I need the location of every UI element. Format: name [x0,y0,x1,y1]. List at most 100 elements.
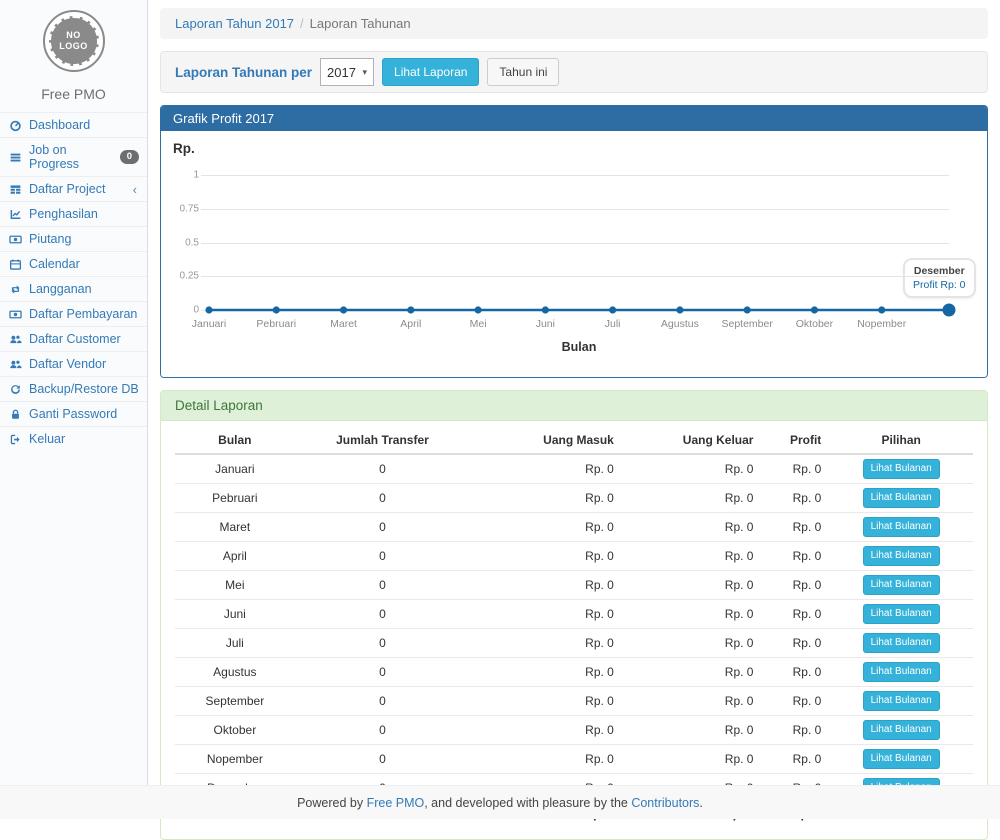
view-monthly-button[interactable]: Lihat Bulanan [863,546,940,566]
cell-pilihan: Lihat Bulanan [829,600,973,629]
sign-out-icon [8,433,23,446]
count-badge: 0 [120,150,139,164]
sidebar-link[interactable]: Backup/Restore DB [0,377,147,401]
chart-point-nopember[interactable] [878,306,885,313]
chart-point-agustus[interactable] [676,306,683,313]
sidebar-item-label: Daftar Customer [29,332,121,346]
cell-bulan: Maret [175,513,295,542]
cell-pilihan: Lihat Bulanan [829,629,973,658]
cell-pilihan: Lihat Bulanan [829,745,973,774]
table-icon [8,183,23,196]
view-monthly-button[interactable]: Lihat Bulanan [863,749,940,769]
cell-jumlah_transfer: 0 [295,600,471,629]
view-monthly-button[interactable]: Lihat Bulanan [863,488,940,508]
view-monthly-button[interactable]: Lihat Bulanan [863,691,940,711]
view-monthly-button[interactable]: Lihat Bulanan [863,633,940,653]
sidebar-link[interactable]: Daftar Customer [0,327,147,351]
view-monthly-button[interactable]: Lihat Bulanan [863,459,940,479]
sidebar-link[interactable]: Calendar [0,252,147,276]
chart-point-maret[interactable] [340,306,347,313]
chart-point-oktober[interactable] [811,306,818,313]
lock-icon [8,408,23,421]
chart-point-januari[interactable] [205,306,212,313]
chart-x-axis-label: Bulan [519,340,639,354]
sidebar-item-piutang: Piutang [0,226,147,251]
view-monthly-button[interactable]: Lihat Bulanan [863,662,940,682]
this-year-button[interactable]: Tahun ini [487,58,559,87]
view-monthly-button[interactable]: Lihat Bulanan [863,604,940,624]
cell-uang_keluar: Rp. 0 [622,571,762,600]
cell-bulan: Juli [175,629,295,658]
chart-panel-title: Grafik Profit 2017 [161,106,987,131]
cell-bulan: Oktober [175,716,295,745]
column-header-uang-masuk: Uang Masuk [470,427,622,454]
caret-down-icon: ▾ [362,67,367,78]
chart-x-tick: Nopember [842,318,922,330]
year-select[interactable]: 2017 ▾ [320,58,374,86]
sidebar-link[interactable]: Daftar Vendor [0,352,147,376]
sidebar-link[interactable]: Daftar Project‹ [0,177,147,201]
sidebar-item-label: Ganti Password [29,407,117,421]
cell-profit: Rp. 0 [761,629,829,658]
profit-chart-panel: Grafik Profit 2017 Rp. Desember Profit R… [160,105,988,378]
calendar-icon [8,258,23,271]
view-monthly-button[interactable]: Lihat Bulanan [863,575,940,595]
chart-point-juni[interactable] [542,306,549,313]
cell-jumlah_transfer: 0 [295,513,471,542]
cell-pilihan: Lihat Bulanan [829,513,973,542]
cell-uang_masuk: Rp. 0 [470,571,622,600]
cell-bulan: Mei [175,571,295,600]
chart-point-desember[interactable] [943,304,956,317]
view-monthly-button[interactable]: Lihat Bulanan [863,517,940,537]
cell-uang_masuk: Rp. 0 [470,745,622,774]
chart-point-september[interactable] [744,306,751,313]
cell-profit: Rp. 0 [761,542,829,571]
cell-pilihan: Lihat Bulanan [829,658,973,687]
chart-point-pebruari[interactable] [273,306,280,313]
sidebar-item-penghasilan: Penghasilan [0,201,147,226]
cell-uang_keluar: Rp. 0 [622,716,762,745]
cell-pilihan: Lihat Bulanan [829,716,973,745]
sidebar-item-daftar-customer: Daftar Customer [0,326,147,351]
cell-uang_keluar: Rp. 0 [622,484,762,513]
sidebar-link[interactable]: Ganti Password [0,402,147,426]
sidebar-item-label: Backup/Restore DB [29,382,139,396]
retweet-icon [8,283,23,296]
money-icon [8,308,23,321]
footer-text: Powered by Free PMO, and developed with … [297,796,703,810]
footer-link-contributors[interactable]: Contributors [631,796,699,810]
chart-point-april[interactable] [407,306,414,313]
sidebar-link[interactable]: Piutang [0,227,147,251]
cell-uang_masuk: Rp. 0 [470,716,622,745]
view-monthly-button[interactable]: Lihat Bulanan [863,720,940,740]
breadcrumb-link[interactable]: Laporan Tahun 2017 [175,16,294,31]
cell-profit: Rp. 0 [761,513,829,542]
sidebar-link[interactable]: Daftar Pembayaran [0,302,147,326]
footer-link-free-pmo[interactable]: Free PMO [367,796,425,810]
sidebar-item-label: Langganan [29,282,92,296]
sidebar-link[interactable]: Dashboard [0,113,147,137]
sidebar-link[interactable]: Keluar [0,427,147,451]
cell-bulan: Nopember [175,745,295,774]
sidebar-link[interactable]: Langganan [0,277,147,301]
cell-jumlah_transfer: 0 [295,629,471,658]
chart-point-mei[interactable] [474,306,481,313]
chart-point-juli[interactable] [609,306,616,313]
money-icon [8,233,23,246]
users-icon [8,333,23,346]
users-icon [8,358,23,371]
dashboard-icon [8,119,23,132]
line-chart-icon [8,208,23,221]
cell-uang_keluar: Rp. 0 [622,454,762,484]
view-report-button[interactable]: Lihat Laporan [382,58,479,87]
cell-uang_masuk: Rp. 0 [470,687,622,716]
sidebar-link[interactable]: Penghasilan [0,202,147,226]
cell-uang_masuk: Rp. 0 [470,600,622,629]
